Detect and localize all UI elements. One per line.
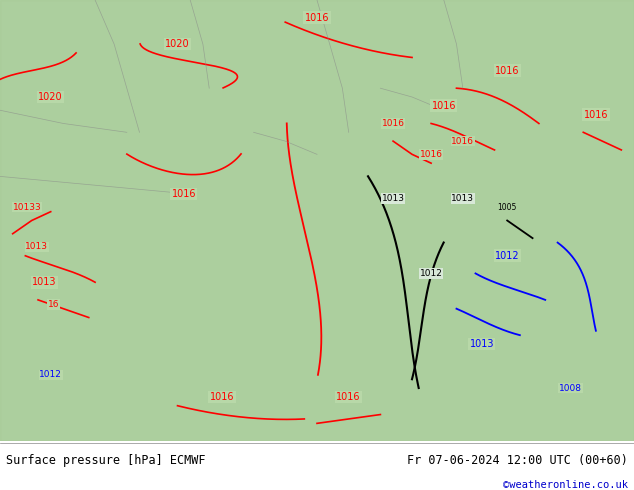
Text: 1016: 1016 — [432, 101, 456, 111]
Text: ©weatheronline.co.uk: ©weatheronline.co.uk — [503, 480, 628, 490]
Text: 1016: 1016 — [172, 189, 196, 199]
Text: 1008: 1008 — [559, 384, 582, 392]
Text: 1013: 1013 — [382, 194, 404, 203]
Text: 1013: 1013 — [451, 194, 474, 203]
Text: 1012: 1012 — [39, 370, 62, 379]
Text: Surface pressure [hPa] ECMWF: Surface pressure [hPa] ECMWF — [6, 454, 206, 467]
Text: 1016: 1016 — [420, 150, 443, 159]
Text: 1016: 1016 — [451, 137, 474, 146]
Text: 16: 16 — [48, 300, 59, 309]
Text: 1016: 1016 — [210, 392, 234, 402]
Text: 1016: 1016 — [584, 110, 608, 120]
Text: 1012: 1012 — [495, 251, 519, 261]
Polygon shape — [0, 0, 634, 441]
Text: 1016: 1016 — [337, 392, 361, 402]
Text: 1016: 1016 — [495, 66, 519, 75]
Text: 1016: 1016 — [382, 119, 404, 128]
Text: 1012: 1012 — [420, 269, 443, 278]
Text: 1016: 1016 — [305, 13, 329, 23]
Text: 1020: 1020 — [165, 39, 190, 49]
Text: 1013: 1013 — [25, 243, 48, 251]
Text: 1013: 1013 — [470, 339, 494, 349]
Text: 1005: 1005 — [498, 203, 517, 212]
Text: Fr 07-06-2024 12:00 UTC (00+60): Fr 07-06-2024 12:00 UTC (00+60) — [407, 454, 628, 467]
Text: 1020: 1020 — [39, 92, 63, 102]
Text: 1013: 1013 — [32, 277, 56, 287]
Text: 10133: 10133 — [13, 203, 41, 212]
